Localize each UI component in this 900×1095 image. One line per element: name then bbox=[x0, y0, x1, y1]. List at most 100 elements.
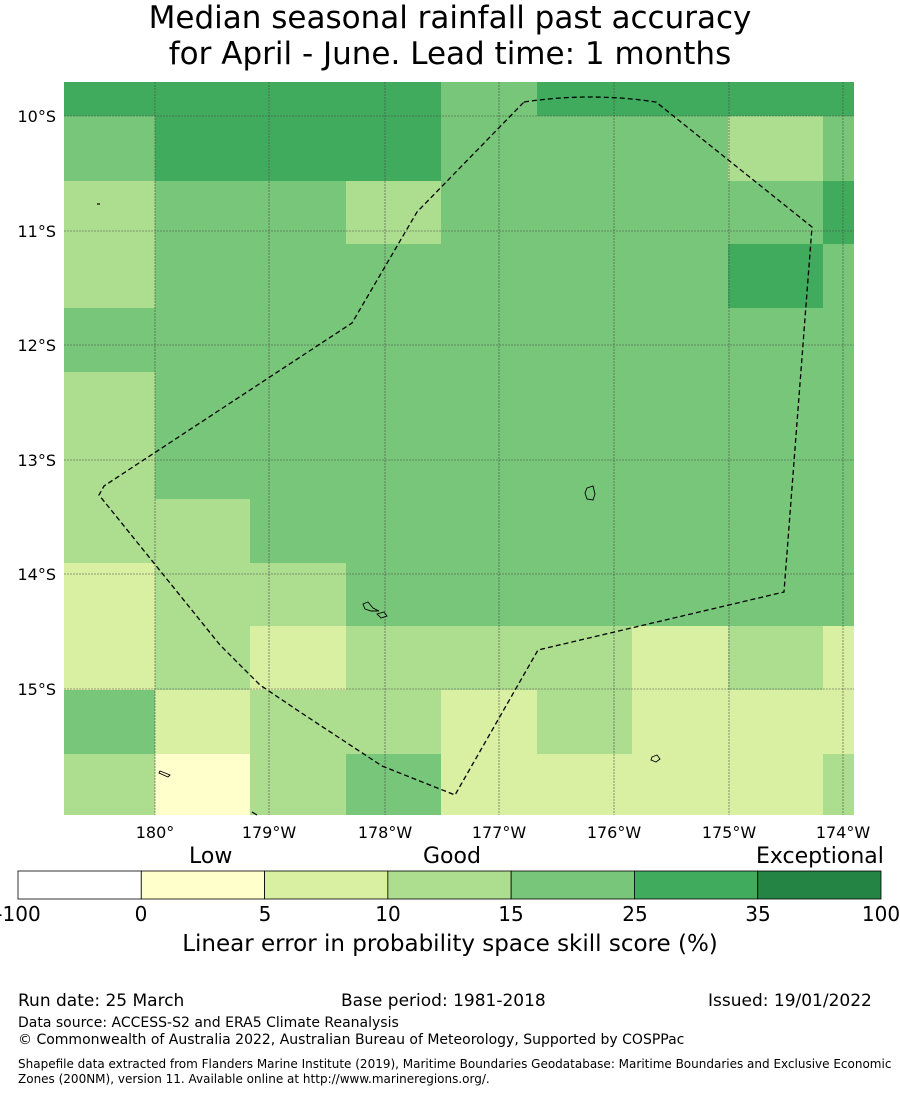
grid-cell bbox=[823, 499, 854, 563]
grid-cell bbox=[64, 308, 155, 372]
grid-cell bbox=[64, 626, 155, 690]
grid-cell bbox=[346, 626, 441, 690]
island-east bbox=[584, 485, 596, 501]
grid-cell bbox=[155, 754, 250, 815]
grid-cell bbox=[823, 563, 854, 626]
grid-cell bbox=[537, 181, 632, 244]
grid-cell bbox=[346, 308, 441, 372]
grid-cell bbox=[346, 563, 441, 626]
grid-cell bbox=[632, 690, 728, 754]
grid-cell bbox=[632, 435, 728, 499]
grid-cell bbox=[632, 181, 728, 244]
title-line-1: Median seasonal rainfall past accuracy bbox=[148, 0, 752, 36]
grid-cell bbox=[64, 499, 155, 563]
grid-cell bbox=[823, 308, 854, 372]
grid-cell bbox=[155, 244, 250, 308]
grid-cell bbox=[64, 116, 155, 181]
grid-cell bbox=[155, 690, 250, 754]
latitude-labels: 10°S 11°S 12°S 13°S 14°S 15°S bbox=[17, 107, 56, 699]
colorbar-title: Linear error in probability space skill … bbox=[182, 931, 718, 957]
colorbar-tick: 35 bbox=[745, 902, 771, 926]
colorbar-tick: 100 bbox=[861, 902, 900, 926]
grid-cell bbox=[537, 754, 632, 815]
grid-cell bbox=[250, 754, 346, 815]
grid-cell bbox=[823, 690, 854, 754]
grid-cell bbox=[537, 116, 632, 181]
grid-cell bbox=[250, 626, 346, 690]
grid-cell bbox=[823, 435, 854, 499]
grid-cell bbox=[64, 435, 155, 499]
lon-label-176w: 176°W bbox=[587, 823, 642, 842]
colorbar-segment bbox=[264, 870, 389, 900]
grid-cell bbox=[441, 82, 537, 116]
grid-cell bbox=[346, 181, 441, 244]
island-south bbox=[650, 754, 661, 763]
grid-cell bbox=[537, 690, 632, 754]
grid-cell bbox=[155, 435, 250, 499]
skill-grid-cells bbox=[64, 82, 854, 815]
colorbar-segment bbox=[17, 870, 142, 900]
grid-cell bbox=[728, 626, 823, 690]
run-date: Run date: 25 March bbox=[18, 991, 185, 1011]
grid-cell bbox=[537, 308, 632, 372]
grid-cell bbox=[823, 626, 854, 690]
grid-cell bbox=[823, 181, 854, 244]
grid-cell bbox=[64, 563, 155, 626]
grid-cell bbox=[64, 372, 155, 435]
grid-cell bbox=[64, 82, 155, 116]
grid-cell bbox=[632, 308, 728, 372]
lon-label-174w: 174°W bbox=[816, 823, 871, 842]
copyright: © Commonwealth of Australia 2022, Austra… bbox=[18, 1032, 685, 1048]
grid-cell bbox=[441, 563, 537, 626]
grid-cell bbox=[441, 626, 537, 690]
grid-cell bbox=[537, 626, 632, 690]
grid-cell bbox=[632, 244, 728, 308]
grid-cell bbox=[441, 116, 537, 181]
grid-cell bbox=[441, 690, 537, 754]
grid-cell bbox=[632, 754, 728, 815]
grid-cell bbox=[823, 244, 854, 308]
grid-cell bbox=[250, 82, 346, 116]
title-line-2: for April - June. Lead time: 1 months bbox=[168, 36, 732, 72]
grid-cell bbox=[64, 690, 155, 754]
lon-label-179w: 179°W bbox=[242, 823, 297, 842]
lat-label-14s: 14°S bbox=[17, 565, 56, 584]
grid-cell bbox=[250, 690, 346, 754]
grid-cell bbox=[250, 308, 346, 372]
islet-bottom bbox=[251, 811, 258, 816]
grid-cell bbox=[250, 244, 346, 308]
lon-label-175w: 175°W bbox=[702, 823, 757, 842]
grid-cell bbox=[728, 181, 823, 244]
colorbar-tick: 0 bbox=[134, 902, 148, 926]
lat-label-15s: 15°S bbox=[17, 680, 56, 699]
grid-cell bbox=[537, 563, 632, 626]
grid-cell bbox=[728, 244, 823, 308]
grid-cell bbox=[537, 372, 632, 435]
grid-cell bbox=[632, 626, 728, 690]
colorbar-tick: 25 bbox=[622, 902, 648, 926]
grid-cell bbox=[155, 82, 250, 116]
colorbar-tick: 5 bbox=[258, 902, 272, 926]
grid-cell bbox=[823, 754, 854, 815]
grid-cell bbox=[346, 499, 441, 563]
grid-cell bbox=[441, 499, 537, 563]
colorbar-segment bbox=[634, 870, 759, 900]
grid-cell bbox=[155, 372, 250, 435]
colorbar-segment bbox=[387, 870, 512, 900]
grid-cell bbox=[441, 308, 537, 372]
grid-cell bbox=[728, 82, 823, 116]
island-southwest bbox=[158, 770, 171, 778]
grid-cell bbox=[823, 82, 854, 116]
colorbar bbox=[17, 870, 882, 900]
grid-cell bbox=[441, 244, 537, 308]
colorbar-tick: -100 bbox=[0, 902, 41, 926]
colorbar-category-low: Low bbox=[189, 844, 233, 869]
grid-cell bbox=[441, 372, 537, 435]
lat-label-10s: 10°S bbox=[17, 107, 56, 126]
lon-label-177w: 177°W bbox=[472, 823, 527, 842]
grid-cell bbox=[346, 754, 441, 815]
grid-cell bbox=[441, 435, 537, 499]
colorbar-segment bbox=[140, 870, 265, 900]
grid-cell bbox=[728, 435, 823, 499]
island-west-2 bbox=[376, 611, 388, 619]
